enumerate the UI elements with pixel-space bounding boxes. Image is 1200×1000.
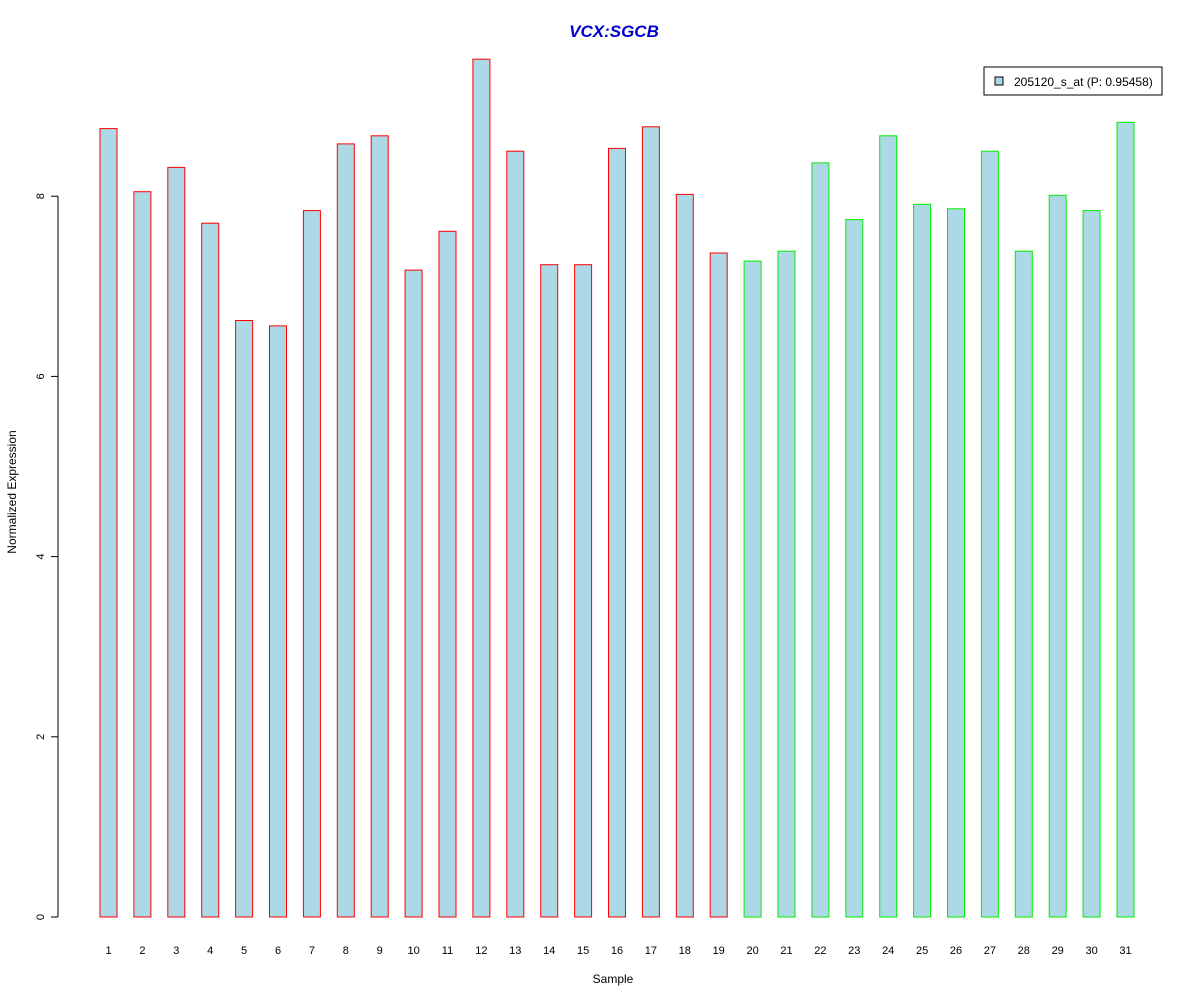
x-tick-label: 25 [916, 945, 928, 957]
bar-sample-20 [743, 260, 762, 918]
y-axis-label: Normalized Expression [5, 430, 19, 553]
bar-sample-6 [269, 325, 287, 918]
chart-title: VCX:SGCB [569, 22, 659, 41]
bar-sample-15 [574, 264, 593, 918]
bar-sample-31 [1116, 121, 1135, 918]
x-tick-label: 9 [377, 945, 383, 957]
x-tick-label: 16 [611, 945, 623, 957]
x-tick-label: 18 [679, 945, 691, 957]
bar-sample-17 [641, 126, 660, 918]
x-tick-label: 10 [407, 945, 419, 957]
bar-sample-3 [167, 166, 186, 918]
x-tick-label: 22 [814, 945, 826, 957]
bar-sample-9 [370, 135, 389, 918]
bar-sample-26 [947, 208, 965, 918]
bar-sample-25 [913, 203, 932, 918]
y-tick-label: 8 [35, 193, 47, 199]
bar-sample-18 [675, 193, 694, 918]
x-tick-label: 19 [713, 945, 725, 957]
legend: 205120_s_at (P: 0.95458) [983, 66, 1163, 96]
bar-sample-4 [201, 222, 220, 918]
bar-sample-11 [438, 230, 457, 918]
bar-sample-16 [608, 147, 626, 918]
x-tick-label: 3 [173, 945, 179, 957]
y-tick-label: 2 [35, 734, 47, 740]
x-tick-label: 27 [984, 945, 996, 957]
bar-sample-5 [235, 320, 254, 918]
x-tick-label: 2 [139, 945, 145, 957]
x-tick-label: 11 [442, 945, 453, 957]
bar-sample-12 [472, 58, 491, 918]
x-tick-label: 17 [645, 945, 657, 957]
x-tick-label: 15 [577, 945, 589, 957]
x-tick-label: 21 [780, 945, 792, 957]
x-tick-label: 8 [343, 945, 349, 957]
y-tick-label: 4 [35, 554, 47, 560]
x-tick-label: 6 [275, 945, 281, 957]
x-tick-label: 4 [207, 945, 213, 957]
bar-sample-27 [980, 150, 999, 918]
x-tick-label: 14 [543, 945, 555, 957]
x-tick-label: 30 [1085, 945, 1097, 957]
y-tick-label: 0 [35, 914, 47, 920]
bars-group [99, 58, 1135, 918]
bar-sample-2 [133, 191, 152, 918]
bar-sample-1 [99, 128, 118, 918]
x-tick-label: 20 [746, 945, 758, 957]
x-axis-tick-labels: 1 2 3 4 5 6 7 8 9 10 11 12 13 14 15 16 17 18 19 20 21 22 23 24 2… [105, 945, 1131, 957]
x-tick-label: 7 [309, 945, 315, 957]
bar-sample-30 [1082, 210, 1101, 918]
bar-sample-28 [1014, 250, 1033, 918]
bar-sample-14 [540, 264, 559, 918]
x-tick-label: 5 [241, 945, 247, 957]
x-tick-label: 28 [1018, 945, 1030, 957]
x-tick-label: 24 [882, 945, 894, 957]
bar-sample-23 [845, 219, 864, 918]
x-tick-label: 12 [475, 945, 487, 957]
legend-entry-label: 205120_s_at (P: 0.95458) [1014, 75, 1153, 89]
legend-box [983, 66, 1163, 96]
x-tick-label: 26 [950, 945, 962, 957]
y-tick-label: 6 [35, 373, 47, 379]
bar-sample-13 [506, 150, 525, 918]
x-tick-label: 31 [1119, 945, 1131, 957]
bar-sample-19 [709, 252, 728, 918]
bar-sample-21 [777, 250, 796, 918]
bar-sample-10 [404, 269, 423, 918]
x-tick-label: 1 [105, 945, 111, 957]
y-axis: 0 2 4 6 8 [35, 193, 59, 920]
x-tick-label: 13 [509, 945, 521, 957]
bar-sample-29 [1048, 194, 1067, 918]
x-axis-label: Sample [593, 972, 634, 986]
x-tick-label: 23 [848, 945, 860, 957]
bar-sample-24 [879, 135, 898, 918]
legend-swatch [994, 76, 1004, 86]
bar-sample-7 [302, 210, 321, 918]
bar-sample-22 [811, 162, 830, 918]
x-tick-label: 29 [1052, 945, 1064, 957]
bar-sample-8 [336, 143, 355, 918]
